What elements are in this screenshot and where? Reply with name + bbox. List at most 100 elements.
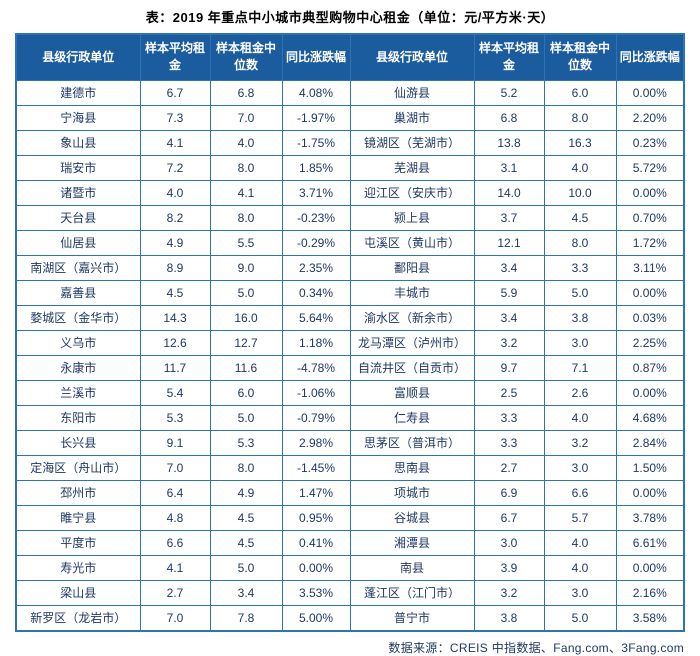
- region-cell: 东阳市: [15, 404, 141, 431]
- table-row: 仙居县 4.9 5.5 -0.29% 屯溪区（黄山市） 12.1 8.0 1.72%: [15, 229, 685, 256]
- avg-rent-cell: 3.7: [473, 204, 545, 231]
- avg-rent-cell: 4.1: [139, 129, 211, 156]
- median-rent-cell: 11.6: [209, 354, 283, 381]
- avg-rent-cell: 12.6: [139, 329, 211, 356]
- table-row: 宁海县 7.3 7.0 -1.97% 巢湖市 6.8 8.0 2.20%: [15, 104, 685, 131]
- yoy-change-cell: 1.47%: [281, 479, 351, 506]
- median-rent-cell: 5.0: [209, 279, 283, 306]
- median-rent-cell: 4.5: [209, 504, 283, 531]
- table-row: 天台县 8.2 8.0 -0.23% 颍上县 3.7 4.5 0.70%: [15, 204, 685, 231]
- median-rent-cell: 4.5: [209, 529, 283, 556]
- median-rent-cell: 16.0: [209, 304, 283, 331]
- avg-rent-cell: 2.7: [473, 454, 545, 481]
- avg-rent-cell: 3.4: [473, 304, 545, 331]
- yoy-change-cell: 5.64%: [281, 304, 351, 331]
- yoy-change-cell: 0.00%: [281, 554, 351, 581]
- region-cell: 仙居县: [15, 229, 141, 256]
- col-header-region-cell: 县级行政单位: [15, 33, 141, 81]
- median-rent-cell: 3.0: [543, 579, 617, 606]
- col-header-yoy-change-cell: 同比涨跌幅: [281, 33, 351, 81]
- median-rent-cell: 4.9: [209, 479, 283, 506]
- region-cell: 屯溪区（黄山市）: [349, 229, 475, 256]
- region-cell: 富顺县: [349, 379, 475, 406]
- table-row: 婺城区（金华市） 14.3 16.0 5.64% 渝水区（新余市） 3.4 3.8 0.03%: [15, 304, 685, 331]
- avg-rent-cell: 9.7: [473, 354, 545, 381]
- region-cell: 芜湖县: [349, 154, 475, 181]
- median-rent-cell: 7.8: [209, 604, 283, 632]
- avg-rent-cell: 4.0: [139, 179, 211, 206]
- yoy-change-cell: -1.45%: [281, 454, 351, 481]
- avg-rent-cell: 14.3: [139, 304, 211, 331]
- median-rent-cell: 4.0: [543, 404, 617, 431]
- yoy-change-cell: 0.00%: [615, 554, 685, 581]
- median-rent-cell: 3.0: [543, 454, 617, 481]
- median-rent-cell: 2.6: [543, 379, 617, 406]
- median-rent-cell: 3.4: [209, 579, 283, 606]
- table-row: 南湖区（嘉兴市） 8.9 9.0 2.35% 鄱阳县 3.4 3.3 3.11%: [15, 254, 685, 281]
- avg-rent-cell: 12.1: [473, 229, 545, 256]
- region-cell: 巢湖市: [349, 104, 475, 131]
- median-rent-cell: 6.8: [209, 79, 283, 106]
- region-cell: 项城市: [349, 479, 475, 506]
- table-row: 诸暨市 4.0 4.1 3.71% 迎江区（安庆市） 14.0 10.0 0.00%: [15, 179, 685, 206]
- median-rent-cell: 16.3: [543, 129, 617, 156]
- col-header-median-rent-cell: 样本租金中位数: [543, 33, 617, 81]
- avg-rent-cell: 3.2: [473, 579, 545, 606]
- table-row: 新罗区（龙岩市） 7.0 7.8 5.00% 普宁市 3.8 5.0 3.58%: [15, 604, 685, 632]
- median-rent-cell: 4.0: [543, 529, 617, 556]
- region-cell: 鄱阳县: [349, 254, 475, 281]
- avg-rent-cell: 5.9: [473, 279, 545, 306]
- yoy-change-cell: 1.85%: [281, 154, 351, 181]
- region-cell: 婺城区（金华市）: [15, 304, 141, 331]
- median-rent-cell: 5.0: [543, 279, 617, 306]
- avg-rent-cell: 3.2: [473, 329, 545, 356]
- median-rent-cell: 8.0: [543, 104, 617, 131]
- region-cell: 新罗区（龙岩市）: [15, 604, 141, 632]
- rent-table: 县级行政单位 样本平均租金 样本租金中位数 同比涨跌幅 县级行政单位 样本平均租金 样本租金…: [15, 33, 685, 632]
- region-cell: 普宁市: [349, 604, 475, 632]
- avg-rent-cell: 6.4: [139, 479, 211, 506]
- yoy-change-cell: -0.23%: [281, 204, 351, 231]
- avg-rent-cell: 11.7: [139, 354, 211, 381]
- region-cell: 龙马潭区（泸州市）: [349, 329, 475, 356]
- avg-rent-cell: 6.7: [139, 79, 211, 106]
- table-row: 东阳市 5.3 5.0 -0.79% 仁寿县 3.3 4.0 4.68%: [15, 404, 685, 431]
- region-cell: 思南县: [349, 454, 475, 481]
- yoy-change-cell: 1.72%: [615, 229, 685, 256]
- region-cell: 建德市: [15, 79, 141, 106]
- median-rent-cell: 5.0: [209, 554, 283, 581]
- region-cell: 自流井区（自贡市）: [349, 354, 475, 381]
- yoy-change-cell: -0.29%: [281, 229, 351, 256]
- yoy-change-cell: 3.11%: [615, 254, 685, 281]
- table-row: 寿光市 4.1 5.0 0.00% 南县 3.9 4.0 0.00%: [15, 554, 685, 581]
- median-rent-cell: 10.0: [543, 179, 617, 206]
- region-cell: 兰溪市: [15, 379, 141, 406]
- table-row: 永康市 11.7 11.6 -4.78% 自流井区（自贡市） 9.7 7.1 0.87%: [15, 354, 685, 381]
- region-cell: 南湖区（嘉兴市）: [15, 254, 141, 281]
- yoy-change-cell: 0.00%: [615, 79, 685, 106]
- yoy-change-cell: 2.35%: [281, 254, 351, 281]
- region-cell: 义乌市: [15, 329, 141, 356]
- yoy-change-cell: -1.97%: [281, 104, 351, 131]
- table-row: 兰溪市 5.4 6.0 -1.06% 富顺县 2.5 2.6 0.00%: [15, 379, 685, 406]
- median-rent-cell: 4.0: [543, 154, 617, 181]
- median-rent-cell: 4.0: [209, 129, 283, 156]
- table-row: 瑞安市 7.2 8.0 1.85% 芜湖县 3.1 4.0 5.72%: [15, 154, 685, 181]
- region-cell: 镜湖区（芜湖市）: [349, 129, 475, 156]
- col-header-region-cell: 县级行政单位: [349, 33, 475, 81]
- region-cell: 瑞安市: [15, 154, 141, 181]
- col-header-avg-rent-cell: 样本平均租金: [473, 33, 545, 81]
- median-rent-cell: 5.3: [209, 429, 283, 456]
- region-cell: 睢宁县: [15, 504, 141, 531]
- median-rent-cell: 8.0: [543, 229, 617, 256]
- region-cell: 嘉善县: [15, 279, 141, 306]
- yoy-change-cell: 2.98%: [281, 429, 351, 456]
- avg-rent-cell: 4.9: [139, 229, 211, 256]
- region-cell: 仙游县: [349, 79, 475, 106]
- median-rent-cell: 7.0: [209, 104, 283, 131]
- yoy-change-cell: 2.20%: [615, 104, 685, 131]
- median-rent-cell: 4.1: [209, 179, 283, 206]
- yoy-change-cell: 5.00%: [281, 604, 351, 632]
- table-row: 建德市 6.7 6.8 4.08% 仙游县 5.2 6.0 0.00%: [15, 79, 685, 106]
- region-cell: 渝水区（新余市）: [349, 304, 475, 331]
